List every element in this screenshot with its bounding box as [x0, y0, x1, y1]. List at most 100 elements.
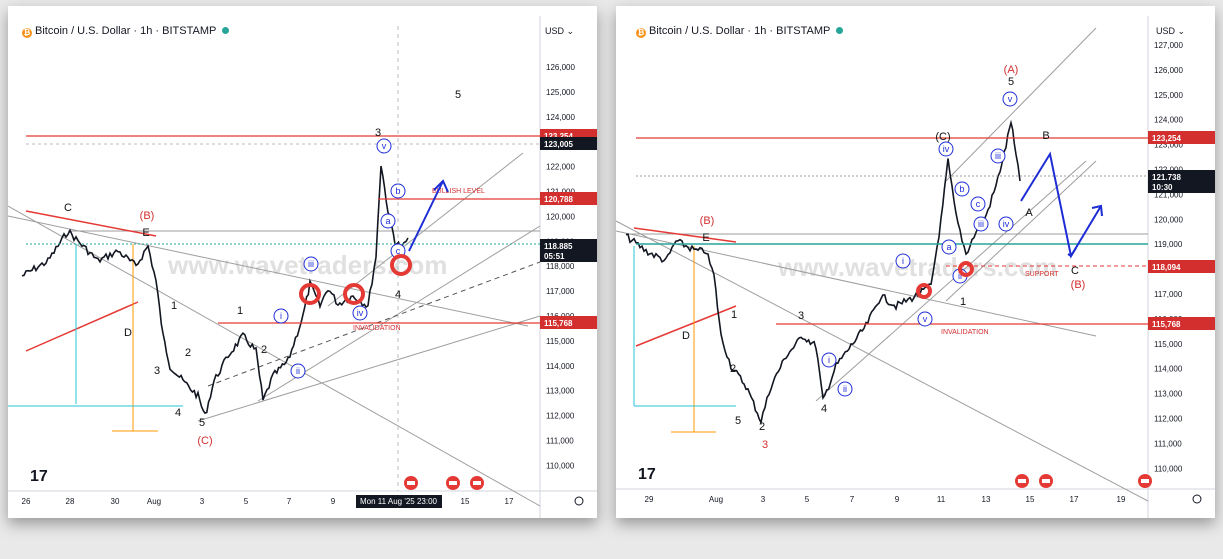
wave-label: 3 — [798, 310, 804, 322]
wave-circle-label: ii — [843, 384, 847, 394]
price-label-box — [540, 192, 597, 205]
wave-d-line — [25, 301, 139, 352]
time-tick-label: 9 — [331, 497, 336, 506]
settings-gear-icon — [574, 496, 584, 506]
ascending-channel-line — [945, 160, 1097, 302]
wave-circle — [273, 308, 289, 324]
price-label-box — [1148, 180, 1215, 193]
market-open-dot-icon — [222, 27, 230, 34]
price-tick-label: 111,000 — [1154, 439, 1182, 448]
price-tick-label: 124,000 — [1154, 116, 1183, 125]
symbol-title: Bitcoin / U.S. Dollar · 1h · BITSTAMP — [649, 25, 831, 37]
time-tick-label: 13 — [982, 495, 991, 504]
wave-circle — [973, 216, 989, 232]
ascending-channel-line — [197, 315, 541, 422]
price-label-box — [540, 137, 597, 150]
highlight-ring — [343, 283, 365, 305]
projection-arrow — [408, 180, 444, 252]
us-flag-stripe — [1018, 479, 1026, 483]
time-tick-label: 5 — [244, 497, 249, 506]
currency-label: USD — [545, 26, 565, 36]
wave-circle-label: b — [395, 186, 400, 196]
highlight-ring — [916, 283, 932, 299]
price-tick-label: 123,000 — [1154, 141, 1183, 150]
lower-channel-line — [616, 220, 1149, 502]
wave-label: 2 — [759, 421, 765, 433]
price-label: 123,005 — [544, 140, 573, 149]
price-label-box — [1148, 131, 1215, 144]
price-tick-label: 126,000 — [1154, 66, 1183, 75]
wave-circle — [837, 381, 853, 397]
us-flag-stripe — [1042, 479, 1050, 483]
price-label-box — [540, 249, 597, 262]
ascending-channel-line — [815, 160, 1087, 402]
price-tick-label: 121,000 — [1154, 190, 1183, 199]
chart-panel-left: ₿ Bitcoin / U.S. Dollar · 1h · BITSTAMP U… — [8, 6, 597, 518]
wave-label: E — [142, 227, 149, 239]
currency-selector[interactable]: USD ⌄ — [1156, 26, 1186, 36]
price-label: 05:51 — [544, 252, 565, 261]
wave-label: 3 — [762, 439, 768, 451]
wave-d-line — [635, 305, 737, 347]
watermark: www.wavetraders.com — [777, 252, 1057, 282]
wave-circle — [938, 141, 954, 157]
wave-circle-label: v — [1008, 94, 1013, 104]
highlight-ring — [958, 261, 974, 277]
bitcoin-icon: ₿ — [22, 28, 32, 38]
wave-circle-label: i — [828, 355, 830, 365]
ascending-channel-line — [945, 27, 1097, 182]
time-tick-label: 5 — [805, 495, 810, 504]
time-tick-label: 7 — [287, 497, 292, 506]
price-label-box — [1148, 317, 1215, 330]
price-tick-label: 125,000 — [546, 88, 575, 97]
time-tick-label: 30 — [111, 497, 120, 506]
symbol-header[interactable]: ₿ Bitcoin / U.S. Dollar · 1h · BITSTAMP — [22, 25, 230, 38]
wave-circle — [352, 305, 368, 321]
wave-circle — [917, 311, 933, 327]
wave-label: 3 — [375, 127, 381, 139]
price-tick-label: 110,000 — [1154, 464, 1183, 473]
price-tick-label: 114,000 — [1154, 365, 1183, 374]
time-tick-label: 9 — [895, 495, 900, 504]
price-tick-label: 110,000 — [546, 461, 575, 470]
ascending-channel-line — [327, 152, 524, 307]
chart-panel-right: ₿ Bitcoin / U.S. Dollar · 1h · BITSTAMP U… — [616, 6, 1215, 518]
wave-circle — [970, 196, 986, 212]
wave-circle — [954, 181, 970, 197]
settings-gear-icon — [1192, 494, 1202, 504]
price-chart-right[interactable]: www.wavetraders.com 127,000 126,000 125,000… — [616, 6, 1215, 518]
price-tick-label: 127,000 — [1154, 41, 1183, 50]
highlight-ring — [299, 283, 321, 305]
wave-label: C — [64, 202, 72, 214]
symbol-header[interactable]: ₿ Bitcoin / U.S. Dollar · 1h · BITSTAMP — [636, 25, 844, 38]
wave-circle — [303, 256, 319, 272]
wave-b-line — [633, 227, 737, 243]
wave-label: 2 — [185, 347, 191, 359]
price-label: 123,254 — [544, 132, 573, 141]
price-label: 115,768 — [544, 319, 573, 328]
price-tick-label: 113,000 — [546, 387, 575, 396]
price-series-line — [625, 119, 1021, 425]
price-tick-label: 120,000 — [546, 212, 575, 221]
wave-circle — [376, 138, 392, 154]
wave-label: 2 — [261, 344, 267, 356]
wave-label: 5 — [199, 417, 205, 429]
wave-label: E — [702, 232, 709, 244]
currency-selector[interactable]: USD ⌄ — [545, 26, 575, 36]
price-chart-left[interactable]: www.wavetraders.com126,000125,000124,000… — [8, 6, 597, 518]
us-flag-stripe — [449, 481, 457, 485]
wave-label: B — [1042, 130, 1049, 142]
wave-circle-label: b — [959, 184, 964, 194]
price-tick-label: 111,000 — [546, 437, 574, 446]
price-tick-label: 115,000 — [1154, 340, 1183, 349]
wave-label: A — [1025, 207, 1033, 219]
wave-circle-label: c — [976, 199, 981, 209]
wave-circle — [998, 216, 1014, 232]
wave-label: D — [682, 330, 690, 342]
lower-channel-line — [8, 205, 541, 507]
price-label-box — [1148, 170, 1215, 183]
time-tick-label: 17 — [505, 497, 514, 506]
wave-circle — [821, 352, 837, 368]
wave-circle-label: iii — [308, 259, 314, 269]
wave-circle — [390, 183, 406, 199]
